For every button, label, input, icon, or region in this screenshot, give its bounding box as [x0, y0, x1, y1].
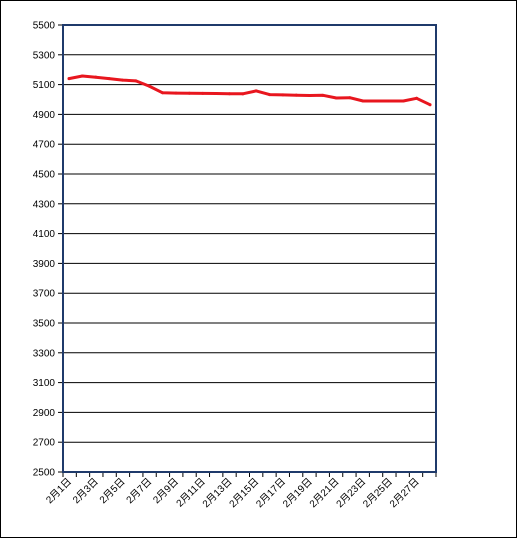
y-tick-label: 3900: [33, 259, 56, 270]
data-point: [401, 99, 405, 103]
x-tick-label: 2月27日: [387, 476, 421, 510]
data-point: [147, 84, 151, 88]
y-tick-label: 2500: [33, 468, 56, 479]
data-point: [174, 91, 178, 95]
y-tick-label: 2700: [33, 438, 56, 449]
y-tick-label: 4900: [33, 110, 56, 121]
data-point: [80, 74, 84, 78]
data-point: [94, 75, 98, 79]
x-tick-label: 2月3日: [70, 476, 100, 506]
data-point: [428, 103, 432, 107]
y-tick-label: 2900: [33, 408, 56, 419]
data-point: [294, 93, 298, 97]
data-point: [187, 91, 191, 95]
y-tick-label: 4500: [33, 170, 56, 181]
y-tick-label: 5300: [33, 50, 56, 61]
y-tick-label: 4300: [33, 199, 56, 210]
y-tick-label: 3300: [33, 348, 56, 359]
y-tick-label: 5100: [33, 80, 56, 91]
x-tick-label: 2月5日: [97, 476, 127, 506]
data-point: [281, 93, 285, 97]
series-line-0: [67, 74, 432, 107]
data-point: [375, 99, 379, 103]
data-point: [67, 77, 71, 81]
y-tick-label: 4100: [33, 229, 56, 240]
data-point: [308, 93, 312, 97]
y-tick-label: 3500: [33, 319, 56, 330]
x-tick-label: 2月1日: [44, 476, 74, 506]
y-tick-label: 4700: [33, 140, 56, 151]
data-point: [334, 96, 338, 100]
data-point: [254, 89, 258, 93]
data-point: [107, 77, 111, 81]
data-point: [227, 92, 231, 96]
data-point: [120, 78, 124, 82]
data-point: [415, 96, 419, 100]
data-point: [241, 92, 245, 96]
series-group: [67, 74, 432, 107]
y-tick-label: 5500: [33, 21, 56, 32]
plot-area-border: [62, 24, 437, 473]
data-point: [214, 92, 218, 96]
data-point: [361, 99, 365, 103]
data-point: [388, 99, 392, 103]
y-tick-label: 3100: [33, 378, 56, 389]
x-axis-labels: 2月1日2月3日2月5日2月7日2月9日2月11日2月13日2月15日2月17日…: [44, 476, 422, 510]
data-point: [201, 91, 205, 95]
data-point: [134, 79, 138, 83]
data-point: [161, 91, 165, 95]
data-point: [321, 93, 325, 97]
x-tick-label: 2月7日: [124, 476, 154, 506]
data-point: [348, 96, 352, 100]
y-tick-label: 3700: [33, 289, 56, 300]
y-axis-labels: 2500 2700 2900 3100 3300 3500 3700 3900 4100 4300…: [33, 21, 56, 479]
data-point: [268, 93, 272, 97]
